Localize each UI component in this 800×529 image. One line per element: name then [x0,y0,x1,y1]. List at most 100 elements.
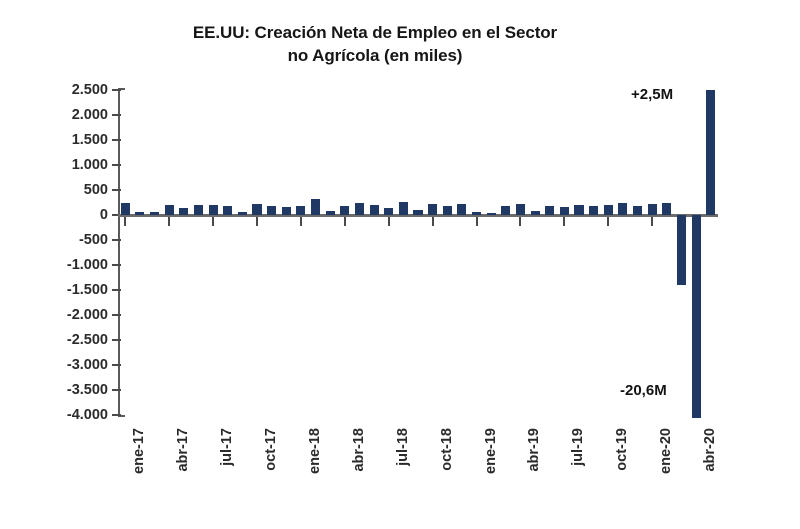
x-axis-tick [519,217,522,226]
x-axis-tick-label: jul-19 [570,428,587,466]
y-axis-tick-labels: 2.500 2.000 1.500 1.000 500 0 -500 -1.000 -1.500… [30,0,108,529]
x-axis-tick-label: ene-19 [482,428,499,474]
y-axis-tick [112,189,121,191]
bar [603,205,613,215]
bar [340,206,350,215]
bar [413,209,423,215]
bar [179,207,189,215]
bar [296,206,306,215]
y-axis-tick [112,264,121,266]
y-axis-tick [112,364,121,366]
x-axis-tick-label: ene-17 [131,428,148,474]
bar [252,204,262,215]
x-axis-tick-label: ene-20 [658,428,675,474]
bar [589,205,599,215]
x-axis-tick [256,217,259,226]
x-axis-tick [651,217,654,226]
chart-title: EE.UU: Creación Neta de Empleo en el Sec… [95,22,655,68]
x-axis-tick-label: oct-19 [614,428,631,471]
y-axis-tick-label: -2.000 [66,307,108,323]
x-axis-tick [299,217,302,226]
bar [354,202,364,215]
bar [691,215,701,418]
y-axis-tick [112,389,121,391]
y-axis-tick-label: 500 [83,182,108,198]
bar [428,203,438,215]
bar [632,206,643,215]
bar [545,206,555,215]
x-axis-tick [607,217,610,226]
x-axis-tick-label: abr-17 [175,428,192,472]
bar [311,199,321,215]
y-axis-tick-label: -4.000 [66,407,108,423]
bar-series [118,88,718,418]
y-axis-tick [112,164,121,166]
y-axis-tick-label: 0 [99,207,108,223]
bar [369,204,379,215]
y-axis-tick-label: 1.000 [71,157,108,173]
bar [237,212,247,215]
y-axis-tick-label: -2.500 [66,332,108,348]
bar [384,207,394,215]
x-axis-tick [475,217,478,226]
y-axis-tick-label: -500 [78,232,108,248]
y-axis-tick-label: 2.500 [71,82,108,98]
y-axis-tick [112,339,121,341]
bar [472,212,482,215]
x-axis-tick-label: jul-18 [394,428,411,466]
x-axis-tick-label: ene-18 [306,428,323,474]
bar [442,206,452,215]
bar [618,202,628,215]
y-axis-tick [112,139,121,141]
y-axis-tick [112,214,121,216]
bar [150,212,160,215]
x-axis-tick-label: oct-18 [438,428,455,471]
bar [208,205,218,215]
y-axis-tick [112,114,121,116]
y-axis-tick-label: 1.500 [71,132,108,148]
x-axis-tick [212,217,215,226]
x-axis-tick [124,217,127,226]
annotation-peak-positive: +2,5M [631,86,674,103]
bar [559,207,569,215]
bar [135,211,145,215]
chart-title-line-2: no Agrícola (en miles) [287,45,463,65]
bar [223,206,233,215]
bar [325,210,335,215]
bar [515,203,525,215]
x-axis-tick [168,217,171,226]
x-axis-tick [563,217,566,226]
x-axis-tick-label: abr-19 [526,428,543,472]
y-axis-tick-label: -3.000 [66,357,108,373]
bar [647,204,657,215]
y-axis-cap-bottom [118,415,125,417]
bar [398,201,408,215]
x-axis-tick [431,217,434,226]
y-axis-tick [112,414,121,416]
chart-title-line-1: EE.UU: Creación Neta de Empleo en el Sec… [192,23,558,42]
y-axis-tick [112,239,121,241]
bar [662,202,672,215]
bar [706,90,716,215]
bar [530,211,540,215]
bar [574,204,584,215]
zero-baseline [118,214,718,217]
bar [281,207,291,215]
x-axis-tick [343,217,346,226]
y-axis-tick [112,89,121,91]
y-axis-tick-label: 2.000 [71,107,108,123]
bar [193,204,203,215]
y-axis-tick [112,289,121,291]
y-axis-line [118,88,120,417]
bar [267,205,277,215]
y-axis-tick-label: -1.500 [66,282,108,298]
bar [676,215,686,285]
annotation-peak-negative: -20,6M [620,382,667,399]
x-axis-tick-label: abr-20 [702,428,719,472]
y-axis-cap-top [118,88,125,90]
bar [501,206,511,215]
y-axis-tick-label: -3.500 [66,382,108,398]
x-axis-tick [387,217,390,226]
x-axis-tick-label: abr-18 [350,428,367,472]
